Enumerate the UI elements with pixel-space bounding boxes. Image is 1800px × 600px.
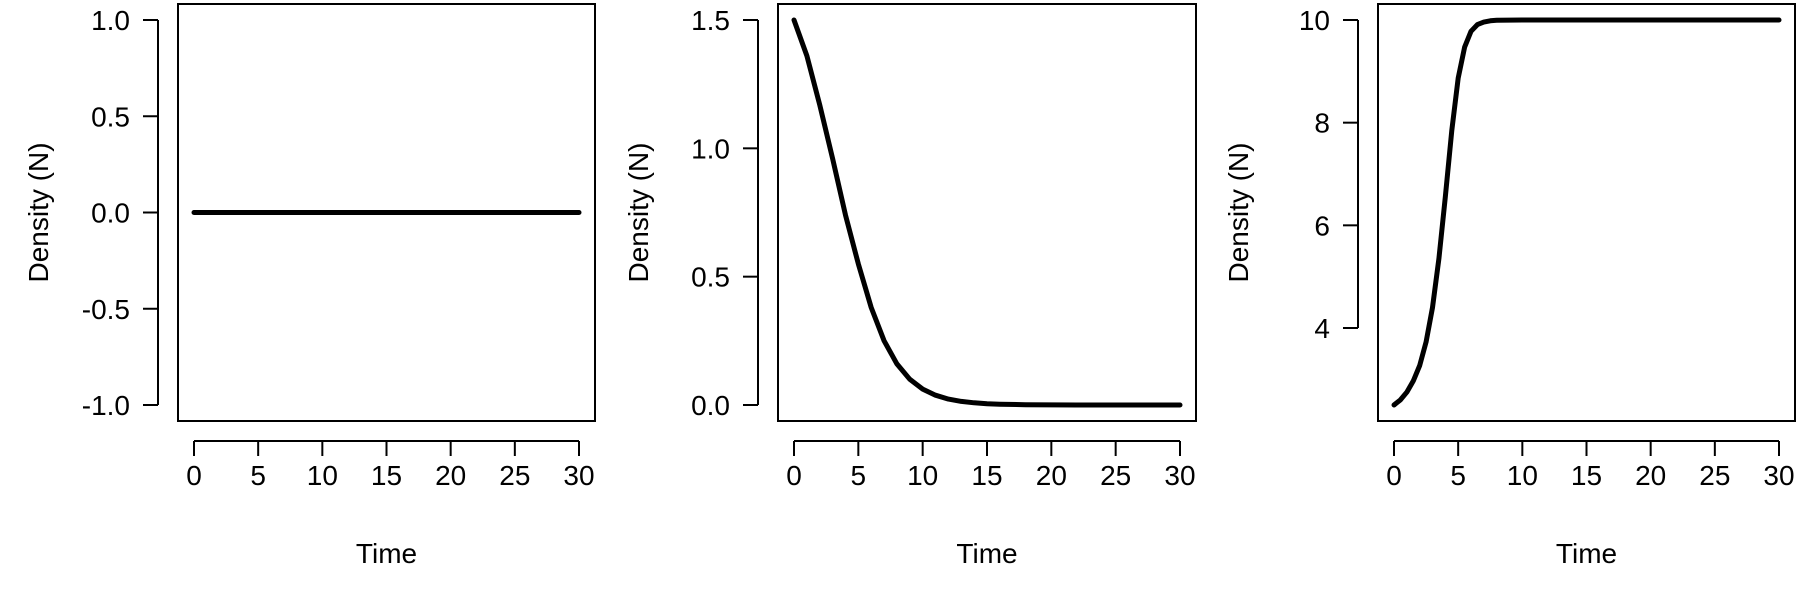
y-tick-label: -0.5 <box>82 294 130 325</box>
y-tick-label: 4 <box>1314 313 1330 344</box>
x-tick-label: 5 <box>851 460 867 491</box>
y-tick-label: -1.0 <box>82 390 130 421</box>
x-tick-label: 30 <box>1164 460 1195 491</box>
y-tick-label: 6 <box>1314 210 1330 241</box>
x-tick-label: 5 <box>250 460 266 491</box>
y-tick-label: 0.5 <box>91 101 130 132</box>
y-tick-label: 1.0 <box>91 5 130 36</box>
x-tick-label: 30 <box>563 460 594 491</box>
x-axis-title: Time <box>956 538 1017 569</box>
x-tick-label: 15 <box>971 460 1002 491</box>
y-axis-title: Density (N) <box>623 142 654 282</box>
y-tick-label: 8 <box>1314 108 1330 139</box>
x-axis-title: Time <box>1556 538 1617 569</box>
y-tick-label: 0.0 <box>691 390 730 421</box>
x-axis-title: Time <box>356 538 417 569</box>
x-tick-label: 25 <box>1100 460 1131 491</box>
plot-frame <box>1377 3 1796 422</box>
y-tick-label: 1.0 <box>691 133 730 164</box>
panel-1: 0 5 10 15 20 25 30 -1.0 -0.5 0.0 0.5 1.0 Time Density… <box>23 3 596 569</box>
x-tick-label: 10 <box>907 460 938 491</box>
x-tick-label: 10 <box>1507 460 1538 491</box>
x-tick-label: 15 <box>371 460 402 491</box>
x-tick-label: 15 <box>1571 460 1602 491</box>
y-tick-label: 0.0 <box>91 198 130 229</box>
x-tick-label: 25 <box>499 460 530 491</box>
panel-2: 0 5 10 15 20 25 30 0.0 0.5 1.0 1.5 Time Density (N) <box>623 3 1197 569</box>
x-tick-label: 10 <box>307 460 338 491</box>
y-axis-title: Density (N) <box>23 142 54 282</box>
plot-frame <box>177 3 596 422</box>
plot-frame <box>777 3 1197 422</box>
x-tick-label: 20 <box>435 460 466 491</box>
x-tick-label: 30 <box>1763 460 1794 491</box>
x-tick-label: 20 <box>1036 460 1067 491</box>
series-line <box>1391 17 1782 408</box>
series-line <box>791 17 1183 408</box>
y-tick-label: 1.5 <box>691 5 730 36</box>
y-axis-title: Density (N) <box>1223 142 1254 282</box>
x-tick-label: 20 <box>1635 460 1666 491</box>
x-tick-label: 0 <box>1386 460 1402 491</box>
x-tick-label: 25 <box>1699 460 1730 491</box>
x-tick-label: 0 <box>786 460 802 491</box>
panel-3: 0 5 10 15 20 25 30 4 6 8 10 Time Density (N) <box>1223 3 1796 569</box>
x-tick-label: 0 <box>186 460 202 491</box>
y-tick-label: 10 <box>1299 5 1330 36</box>
y-tick-label: 0.5 <box>691 262 730 293</box>
x-tick-label: 5 <box>1450 460 1466 491</box>
